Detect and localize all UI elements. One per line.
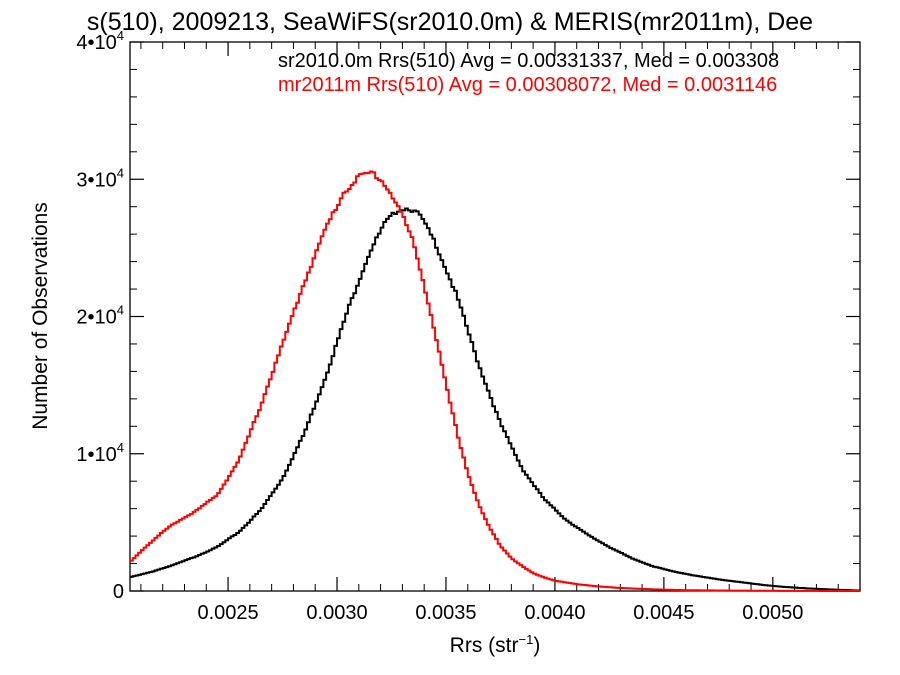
y-tick-label-base: 4•10	[76, 32, 116, 54]
x-tick-label: 0.0025	[197, 602, 258, 624]
x-tick-label: 0.0035	[415, 602, 476, 624]
x-tick-label: 0.0045	[633, 602, 694, 624]
y-tick-label-base: 0	[113, 581, 124, 603]
annotation-mr2011: mr2011m Rrs(510) Avg = 0.00308072, Med =…	[278, 74, 777, 96]
axis-ticks	[130, 41, 861, 592]
x-axis-label: Rrs (str−1)	[450, 632, 541, 657]
x-axis-label-superscript: −1	[519, 632, 534, 647]
annotation-sr2010: sr2010.0m Rrs(510) Avg = 0.00331337, Med…	[278, 50, 779, 72]
y-tick-label: 3•104	[76, 165, 124, 191]
y-tick-label: 1•104	[76, 440, 124, 466]
y-tick-label-exponent: 4	[117, 440, 124, 455]
y-tick-label-base: 3•10	[76, 169, 116, 191]
y-axis-label: Number of Observations	[29, 202, 52, 430]
series-sr2010-line	[130, 207, 860, 592]
chart-title: s(510), 2009213, SeaWiFS(sr2010.0m) & ME…	[87, 8, 813, 36]
x-tick-label: 0.0040	[524, 602, 585, 624]
y-tick-label-base: 2•10	[76, 307, 116, 329]
y-tick-label-exponent: 4	[117, 303, 124, 318]
y-tick-label: 0	[113, 581, 124, 603]
x-tick-label: 0.0030	[306, 602, 367, 624]
x-axis-label-close: )	[533, 634, 540, 657]
x-tick-labels: 0.0025 0.0030 0.0035 0.0040 0.0045 0.0050	[197, 602, 803, 624]
x-tick-label: 0.0050	[742, 602, 803, 624]
series-layer	[130, 170, 860, 592]
y-tick-label-base: 1•10	[76, 444, 116, 466]
y-tick-label-exponent: 4	[117, 28, 124, 43]
y-tick-label: 4•104	[76, 28, 124, 54]
x-axis-label-main: Rrs (str	[450, 634, 519, 657]
series-mr2011-line	[130, 170, 860, 592]
y-tick-label-exponent: 4	[117, 165, 124, 180]
y-tick-label: 2•104	[76, 303, 124, 329]
